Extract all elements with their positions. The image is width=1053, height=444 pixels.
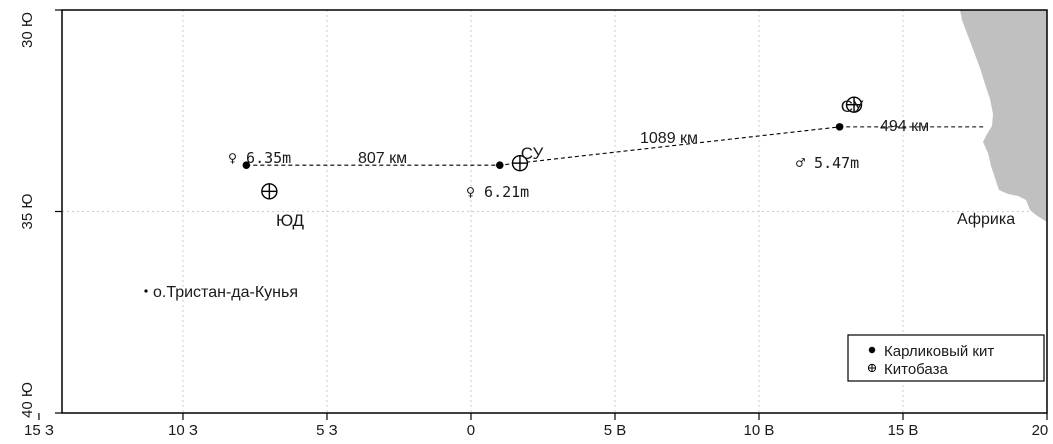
distance-label-494: 494 км <box>880 118 929 135</box>
legend-base-symbol <box>867 363 877 373</box>
whale-marker-3 <box>835 123 844 131</box>
legend-box <box>847 334 1045 382</box>
base-label-yud: ЮД <box>276 211 304 230</box>
whale-positions <box>242 123 844 169</box>
x-tick-label-3: 0 <box>467 422 475 439</box>
whale-marker-1 <box>242 161 251 169</box>
place-label-tristan-da-cunha: о.Тристан-да-Кунья <box>153 284 298 301</box>
x-tick-label-0: 15 З <box>24 422 54 439</box>
distance-label-807: 807 км <box>358 150 407 167</box>
whale-label-1: ♀ 6.35m <box>228 149 291 167</box>
tristan-da-cunha-marker <box>144 289 148 293</box>
y-tick-label-1: 35 Ю <box>19 193 36 229</box>
x-tick-label-6: 15 В <box>888 422 919 439</box>
legend: Карликовый кит Китобаза <box>847 334 1045 382</box>
legend-item-base: Китобаза <box>884 361 948 378</box>
plot-frame <box>61 9 1048 414</box>
legend-item-whale: Карликовый кит <box>884 343 994 360</box>
axes: 15 З 10 З 5 З 0 5 В 10 В 15 В 20 В 30 Ю 35 Ю 40 Ю <box>19 9 1053 439</box>
x-tick-label-2: 5 З <box>316 422 338 439</box>
whaling-bases <box>261 96 863 200</box>
whaling-base-marker-1 <box>261 183 278 200</box>
whale-label-2: ♀ 6.21m <box>466 183 529 201</box>
x-tick-label-4: 5 В <box>604 422 627 439</box>
y-tick-label-0: 30 Ю <box>19 12 36 48</box>
base-label-su-1: СУ <box>521 144 544 163</box>
legend-whale-symbol <box>868 346 876 354</box>
base-label-su-2: СУ <box>841 97 864 116</box>
x-tick-label-1: 10 З <box>168 422 198 439</box>
y-tick-label-2: 40 Ю <box>19 382 36 418</box>
distance-label-1089: 1089 км <box>640 130 698 147</box>
africa-landmass <box>960 10 1047 222</box>
track-line <box>246 126 984 166</box>
place-label-africa: Африка <box>957 211 1015 228</box>
whale-track <box>246 126 984 166</box>
x-tick-label-5: 10 В <box>744 422 775 439</box>
whaling-base-marker-2 <box>511 154 529 172</box>
x-tick-label-7: 20 В <box>1032 422 1053 439</box>
whale-marker-2 <box>495 161 504 169</box>
whaling-base-marker-3 <box>845 96 863 113</box>
whale-label-3: ♂ 5.47m <box>796 154 859 172</box>
